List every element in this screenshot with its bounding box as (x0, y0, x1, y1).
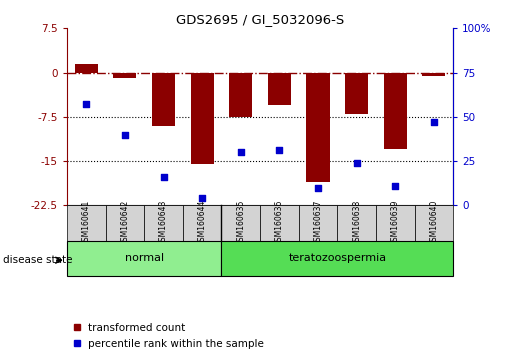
Text: GSM160642: GSM160642 (121, 200, 129, 246)
Title: GDS2695 / GI_5032096-S: GDS2695 / GI_5032096-S (176, 13, 344, 26)
Bar (221, 241, 453, 276)
Bar (422, 73, 445, 75)
Bar (268, 73, 291, 105)
Text: GSM160640: GSM160640 (430, 200, 438, 246)
Text: GSM160643: GSM160643 (159, 200, 168, 246)
Text: GSM160638: GSM160638 (352, 200, 361, 246)
Bar (337, 205, 376, 241)
Bar (191, 73, 214, 164)
Bar (345, 73, 368, 114)
Point (275, 148, 283, 153)
Bar (221, 205, 260, 241)
Point (198, 195, 206, 201)
Text: normal: normal (125, 253, 164, 263)
Bar (152, 73, 175, 126)
Text: GSM160641: GSM160641 (82, 200, 91, 246)
Point (391, 183, 400, 189)
Bar (113, 73, 136, 79)
Bar (183, 205, 221, 241)
Text: GSM160644: GSM160644 (198, 200, 207, 246)
Point (352, 160, 360, 166)
Bar (106, 205, 144, 241)
Bar (144, 205, 183, 241)
Point (314, 185, 322, 190)
Text: teratozoospermia: teratozoospermia (288, 253, 386, 263)
Bar (67, 205, 106, 241)
Text: GSM160635: GSM160635 (236, 200, 245, 246)
Legend: transformed count, percentile rank within the sample: transformed count, percentile rank withi… (72, 323, 264, 349)
Bar (299, 205, 337, 241)
Bar (306, 73, 330, 182)
Text: GSM160636: GSM160636 (275, 200, 284, 246)
Point (121, 132, 129, 137)
Text: GSM160637: GSM160637 (314, 200, 322, 246)
Text: disease state: disease state (3, 255, 72, 265)
Bar (260, 205, 299, 241)
Point (430, 119, 438, 125)
Point (159, 174, 167, 180)
Bar (415, 205, 453, 241)
Bar (75, 64, 98, 73)
Point (82, 102, 91, 107)
Bar (229, 73, 252, 117)
Bar (67, 241, 221, 276)
Bar (376, 205, 415, 241)
Point (236, 149, 245, 155)
Text: GSM160639: GSM160639 (391, 200, 400, 246)
Bar (384, 73, 407, 149)
